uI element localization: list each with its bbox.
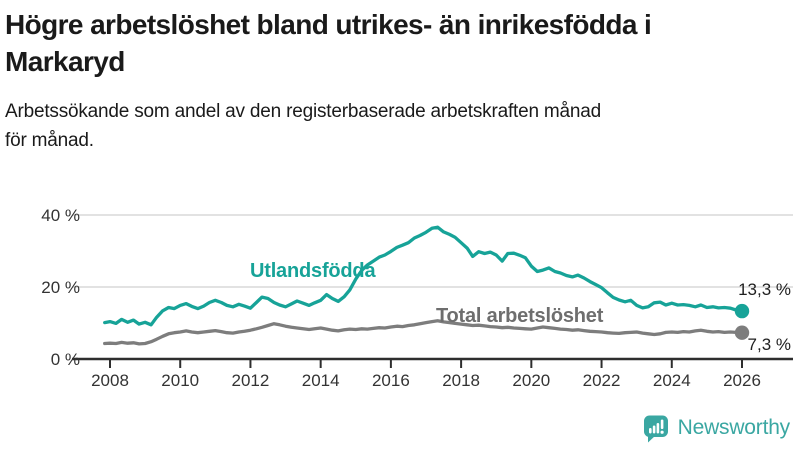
series-line-utlandsfodda: [103, 225, 744, 327]
newsworthy-logo-icon: [641, 413, 671, 443]
x-tick-label-2026: 2026: [723, 371, 761, 390]
y-tick-label-40: 40 %: [41, 206, 80, 225]
title-line-1: Högre arbetslöshet bland utrikes- än inr…: [5, 9, 652, 40]
x-tick-label-2016: 2016: [372, 371, 410, 390]
x-tick-label-2014: 2014: [302, 371, 340, 390]
series-label-utlandsfodda: Utlandsfödda: [250, 260, 376, 282]
end-value-label-utlandsfodda: 13,3 %: [738, 280, 791, 299]
x-tick-label-2018: 2018: [442, 371, 480, 390]
series-line-total: [103, 319, 744, 346]
chart-subtitle: Arbetssökande som andel av den registerb…: [5, 97, 795, 155]
x-tick-label-2010: 2010: [161, 371, 199, 390]
brand-footer: Newsworthy: [641, 413, 790, 443]
chart-header: Högre arbetslöshet bland utrikes- än inr…: [5, 6, 795, 155]
page-title: Högre arbetslöshet bland utrikes- än inr…: [5, 6, 795, 80]
y-tick-label-0: 0 %: [51, 350, 80, 369]
title-line-2: Markaryd: [5, 46, 125, 77]
series-end-dot-utlandsfodda: [734, 303, 750, 319]
x-tick-label-2024: 2024: [653, 371, 691, 390]
series-label-total-arbetsloshet: Total arbetslöshet: [436, 305, 604, 327]
end-value-label-total: 7,3 %: [747, 335, 791, 354]
subtitle-line-2: för månad.: [5, 130, 94, 151]
x-tick-label-2022: 2022: [583, 371, 621, 390]
x-tick-label-2012: 2012: [232, 371, 270, 390]
y-tick-label-20: 20 %: [41, 278, 80, 297]
series-end-dot-total: [734, 325, 750, 340]
brand-name: Newsworthy: [677, 416, 791, 439]
subtitle-line-1: Arbetssökande som andel av den registerb…: [5, 101, 602, 122]
x-tick-label-2008: 2008: [91, 371, 129, 390]
x-tick-label-2020: 2020: [512, 371, 550, 390]
